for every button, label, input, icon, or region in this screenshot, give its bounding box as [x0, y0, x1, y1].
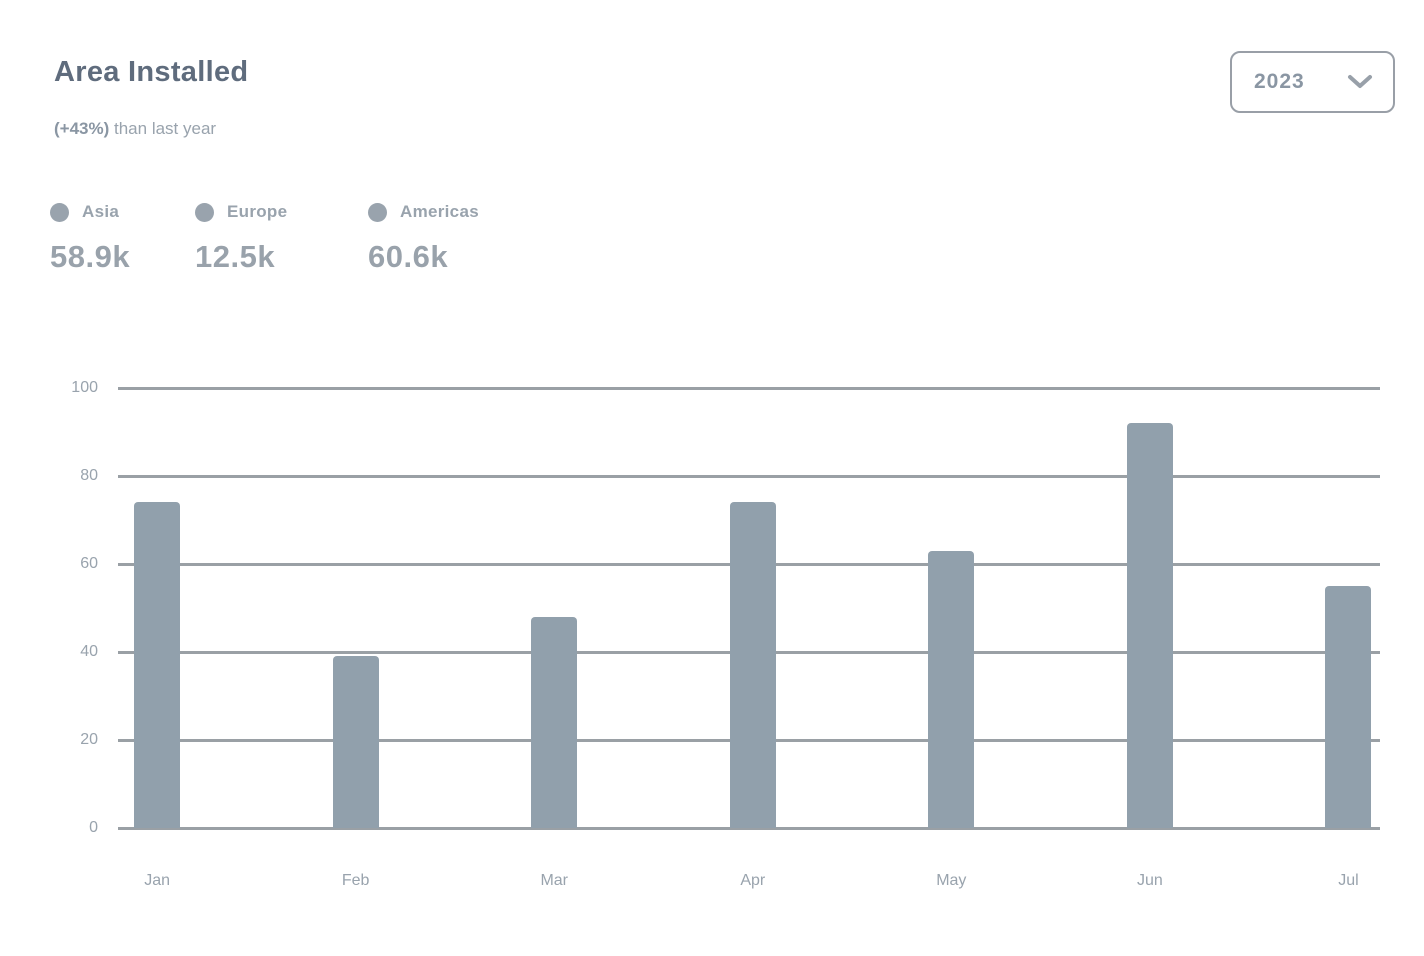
x-tick-label-feb: Feb — [341, 872, 370, 889]
x-tick-label-jul: Jul — [1338, 872, 1359, 889]
bar-feb[interactable] — [332, 656, 379, 828]
legend-label: Asia — [82, 202, 120, 221]
bar-jun[interactable] — [1126, 423, 1173, 828]
gridline-y-0 — [118, 826, 1380, 830]
bar-mar[interactable] — [531, 616, 578, 828]
y-tick-label-100: 100 — [71, 379, 98, 396]
y-tick-label-40: 40 — [80, 643, 98, 660]
legend-item-americas[interactable]: Americas 60.6k — [368, 202, 479, 275]
x-tick-label-apr: Apr — [740, 872, 766, 889]
bar-apr[interactable] — [729, 502, 776, 828]
legend-value: 58.9k — [50, 239, 131, 274]
legend-item-asia[interactable]: Asia 58.9k — [50, 202, 195, 275]
legend-label: Americas — [400, 202, 479, 221]
chevron-down-icon — [1348, 75, 1372, 88]
bar-jan[interactable] — [134, 502, 181, 828]
y-tick-label-20: 20 — [80, 731, 98, 748]
legend-value: 60.6k — [368, 239, 449, 274]
x-tick-label-may: May — [936, 872, 967, 889]
europe-dot-icon — [195, 202, 214, 222]
chart-subtitle: (+43%) than last year — [54, 119, 216, 139]
bar-jul[interactable] — [1325, 586, 1372, 828]
x-tick-label-jun: Jun — [1136, 872, 1163, 889]
gridline-y-80 — [118, 474, 1380, 478]
americas-dot-icon — [368, 202, 387, 222]
legend-label: Europe — [227, 202, 288, 221]
gridline-y-100 — [118, 386, 1380, 390]
y-tick-label-0: 0 — [89, 819, 98, 836]
legend-item-europe[interactable]: Europe 12.5k — [195, 202, 368, 275]
asia-dot-icon — [50, 202, 69, 222]
subtitle-rest: than last year — [109, 119, 217, 138]
legend-value: 12.5k — [195, 239, 276, 274]
chart-title: Area Installed — [54, 56, 249, 88]
year-select-value: 2023 — [1254, 70, 1305, 93]
chart-legend: Asia 58.9k Europe 12.5k Americas 60.6k — [50, 202, 479, 275]
y-tick-label-60: 60 — [80, 555, 98, 572]
x-tick-label-mar: Mar — [540, 872, 568, 889]
y-tick-label-80: 80 — [80, 467, 98, 484]
bar-may[interactable] — [928, 550, 975, 828]
x-tick-label-jan: Jan — [144, 872, 170, 889]
year-select-button[interactable]: 2023 — [1230, 51, 1395, 113]
subtitle-percent: (+43%) — [54, 119, 110, 138]
bar-chart-plot-area — [118, 386, 1380, 830]
